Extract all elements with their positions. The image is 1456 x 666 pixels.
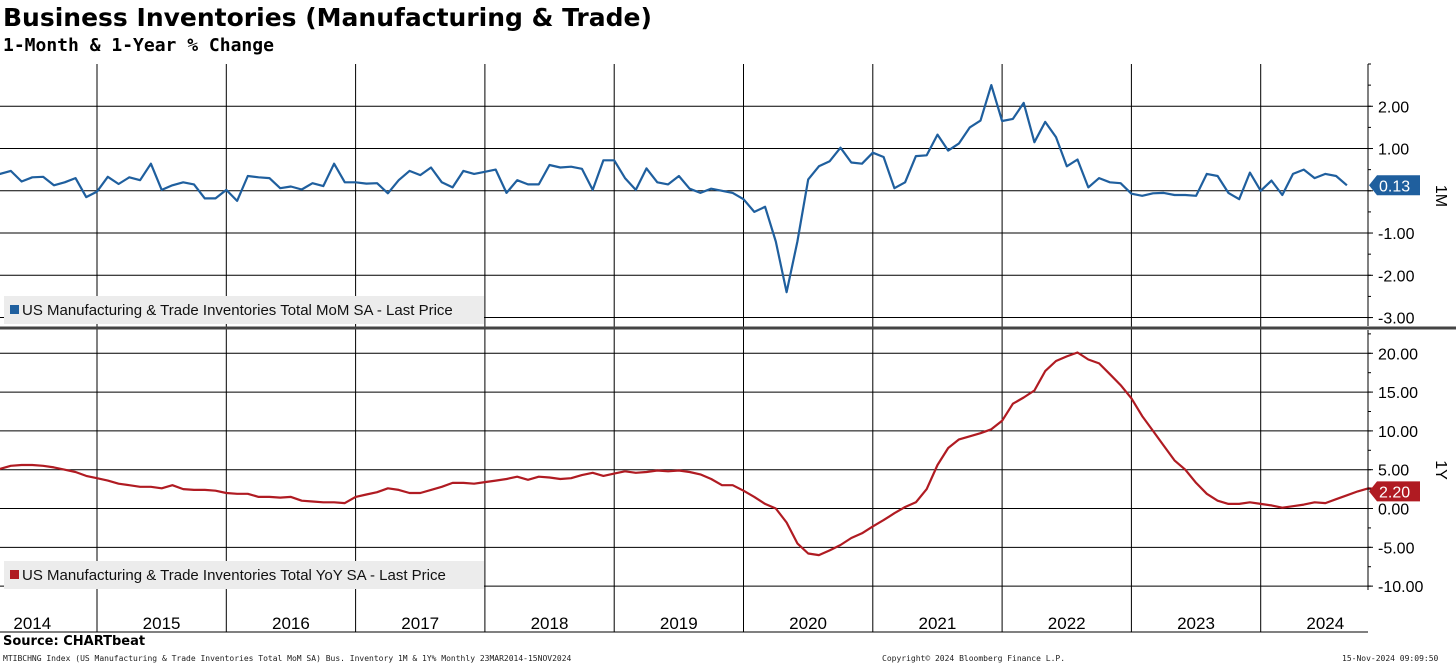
- chart-subtitle: 1-Month & 1-Year % Change: [3, 35, 274, 56]
- series-line-1Y: [0, 351, 1391, 557]
- x-tick-label: 2016: [272, 614, 310, 633]
- last-value-tag: 2.20: [1369, 481, 1420, 502]
- legend-label: US Manufacturing & Trade Inventories Tot…: [22, 302, 453, 319]
- ticker-footnote: MTIBCHNG Index (US Manufacturing & Trade…: [3, 654, 572, 663]
- series-line-1M: [0, 83, 1348, 294]
- last-value-tag: 0.13: [1369, 175, 1420, 196]
- x-tick-label: 2018: [531, 614, 569, 633]
- panel-label: 1M: [1432, 185, 1449, 207]
- last-value-label: 2.20: [1379, 484, 1410, 501]
- legend: US Manufacturing & Trade Inventories Tot…: [4, 561, 484, 589]
- x-tick-label: 2015: [143, 614, 181, 633]
- y-tick-label: 2.00: [1378, 99, 1409, 116]
- y-tick-label: -2.00: [1378, 268, 1415, 285]
- legend-swatch: [10, 305, 19, 314]
- x-tick-label: 2024: [1306, 614, 1344, 633]
- y-tick-label: -10.00: [1378, 579, 1423, 596]
- panel-label: 1Y: [1432, 460, 1449, 480]
- y-tick-label: 0.00: [1378, 502, 1409, 519]
- x-tick-label: 2021: [918, 614, 956, 633]
- y-tick-label: 5.00: [1378, 463, 1409, 480]
- legend: US Manufacturing & Trade Inventories Tot…: [4, 296, 484, 324]
- y-tick-label: 10.00: [1378, 424, 1418, 441]
- y-tick-label: -5.00: [1378, 540, 1415, 557]
- x-tick-label: 2023: [1177, 614, 1215, 633]
- legend-swatch: [10, 570, 19, 579]
- x-tick-label: 2014: [13, 614, 51, 633]
- chart-title: Business Inventories (Manufacturing & Tr…: [3, 3, 652, 32]
- x-tick-label: 2017: [401, 614, 439, 633]
- source-note: Source: CHARTbeat: [3, 634, 146, 649]
- x-tick-label: 2020: [789, 614, 827, 633]
- legend-label: US Manufacturing & Trade Inventories Tot…: [22, 567, 446, 584]
- last-value-label: 0.13: [1379, 178, 1410, 195]
- x-tick-label: 2019: [660, 614, 698, 633]
- timestamp-note: 15-Nov-2024 09:09:50: [1342, 654, 1439, 663]
- y-tick-label: 20.00: [1378, 346, 1418, 363]
- y-tick-label: 15.00: [1378, 385, 1418, 402]
- x-tick-label: 2022: [1048, 614, 1086, 633]
- y-tick-label: -3.00: [1378, 311, 1415, 328]
- y-tick-label: 1.00: [1378, 142, 1409, 159]
- copyright-note: Copyright© 2024 Bloomberg Finance L.P.: [882, 654, 1066, 663]
- y-tick-label: -1.00: [1378, 226, 1415, 243]
